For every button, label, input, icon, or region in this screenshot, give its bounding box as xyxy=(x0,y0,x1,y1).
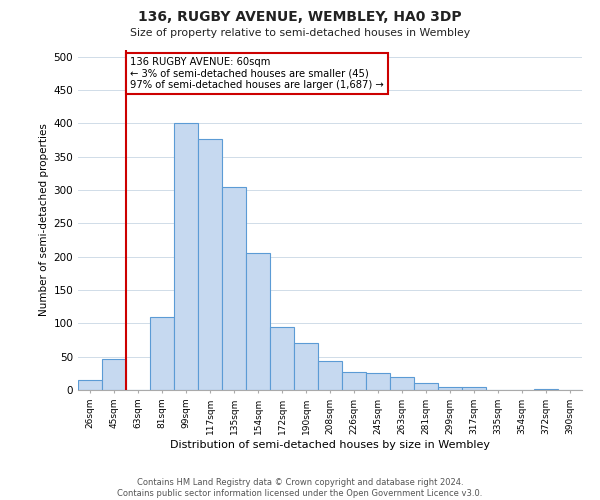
Bar xyxy=(222,188,246,390)
Text: Contains HM Land Registry data © Crown copyright and database right 2024.
Contai: Contains HM Land Registry data © Crown c… xyxy=(118,478,482,498)
Bar xyxy=(174,124,198,390)
Bar xyxy=(462,388,486,390)
Text: 136 RUGBY AVENUE: 60sqm
← 3% of semi-detached houses are smaller (45)
97% of sem: 136 RUGBY AVENUE: 60sqm ← 3% of semi-det… xyxy=(130,56,384,90)
Text: Size of property relative to semi-detached houses in Wembley: Size of property relative to semi-detach… xyxy=(130,28,470,38)
Bar xyxy=(270,326,294,390)
X-axis label: Distribution of semi-detached houses by size in Wembley: Distribution of semi-detached houses by … xyxy=(170,440,490,450)
Y-axis label: Number of semi-detached properties: Number of semi-detached properties xyxy=(39,124,49,316)
Bar xyxy=(438,386,462,390)
Bar xyxy=(102,358,126,390)
Bar xyxy=(534,388,558,390)
Bar xyxy=(366,374,390,390)
Bar xyxy=(78,380,102,390)
Bar xyxy=(198,140,222,390)
Bar xyxy=(390,378,414,390)
Bar xyxy=(246,254,270,390)
Bar xyxy=(414,384,438,390)
Text: 136, RUGBY AVENUE, WEMBLEY, HA0 3DP: 136, RUGBY AVENUE, WEMBLEY, HA0 3DP xyxy=(138,10,462,24)
Bar xyxy=(150,318,174,390)
Bar xyxy=(318,360,342,390)
Bar xyxy=(342,372,366,390)
Bar xyxy=(294,344,318,390)
